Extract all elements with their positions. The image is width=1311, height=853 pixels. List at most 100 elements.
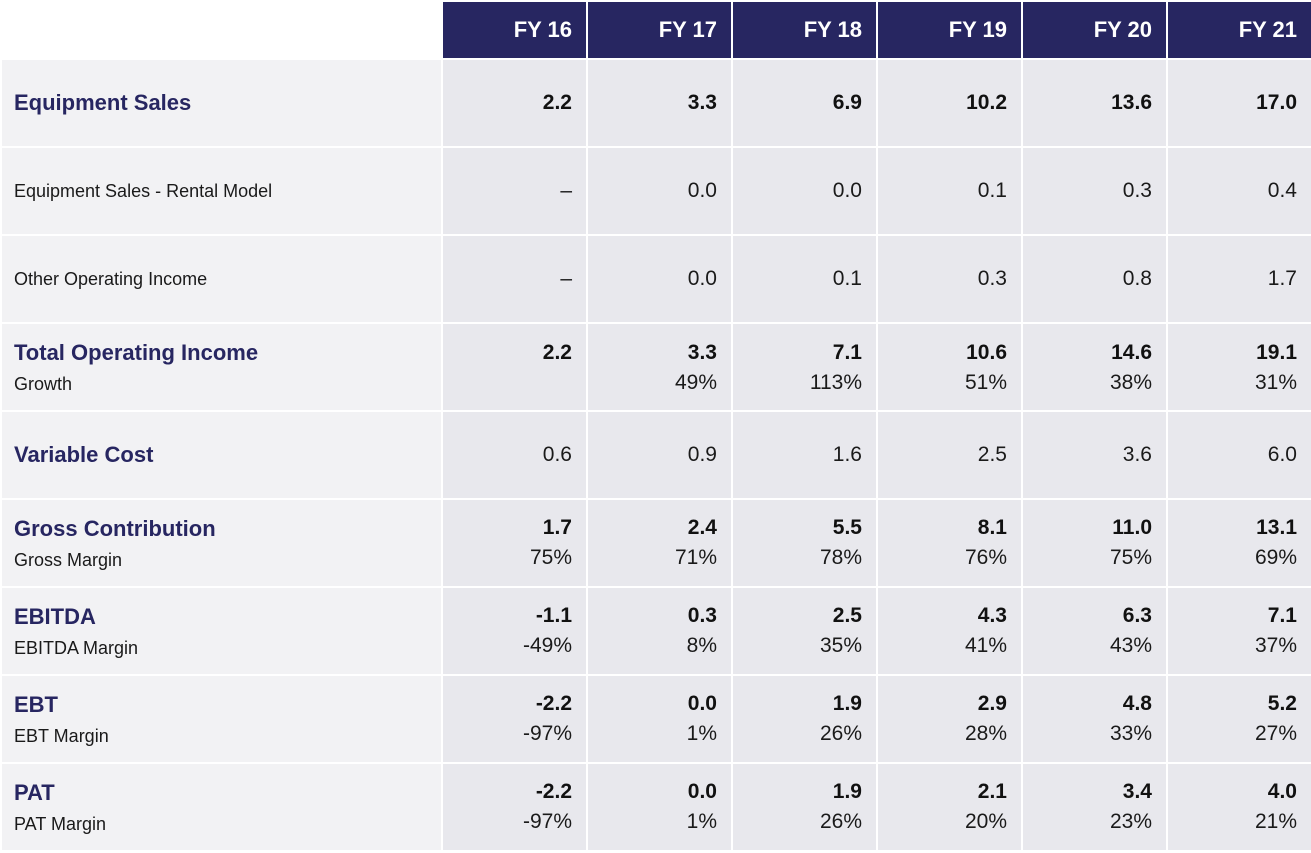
row-label: PAT [14, 779, 55, 805]
value-cell: 0.3 [1023, 148, 1166, 234]
row-label: Variable Cost [14, 442, 154, 467]
value: 1.7 [1267, 267, 1297, 290]
value-cell: 2.2 [443, 60, 586, 146]
value: 1.9 [832, 692, 862, 715]
value-cell: 3.4 23% [1023, 764, 1166, 850]
value: 0.1 [832, 267, 862, 290]
value-cell: 0.0 1% [588, 764, 731, 850]
value: 0.0 [687, 179, 717, 202]
sub-value: 76% [964, 546, 1007, 569]
value: 0.1 [977, 179, 1007, 202]
value: 8.1 [977, 516, 1007, 539]
value: 0.4 [1267, 179, 1297, 202]
value: 7.1 [1267, 604, 1297, 627]
sub-value: 8% [686, 634, 717, 657]
value: 0.0 [687, 267, 717, 290]
value-cell: -2.2 -97% [443, 764, 586, 850]
value-cell: 3.3 [588, 60, 731, 146]
value: 4.8 [1122, 692, 1152, 715]
value: 0.0 [832, 179, 862, 202]
value-cell: 0.0 [733, 148, 876, 234]
value: 13.1 [1256, 516, 1297, 539]
row-label: Gross Contribution [14, 515, 216, 541]
value-cell: 13.1 69% [1168, 500, 1311, 586]
row-label-cell: Total Operating Income Growth [2, 324, 441, 410]
value-cell: 1.6 [733, 412, 876, 498]
value: 6.9 [832, 91, 862, 114]
value-cell: 0.6 [443, 412, 586, 498]
value: 0.9 [687, 443, 717, 466]
sub-value: 41% [964, 634, 1007, 657]
row-label: EBT [14, 691, 58, 717]
row-label-cell: Equipment Sales - Rental Model [2, 148, 441, 234]
value: 0.6 [542, 443, 572, 466]
value-cell: 8.1 76% [878, 500, 1021, 586]
value: 0.3 [687, 604, 717, 627]
sub-value: 51% [964, 371, 1007, 394]
value-cell: 2.4 71% [588, 500, 731, 586]
sub-value: 71% [674, 546, 717, 569]
value-cell: 0.8 [1023, 236, 1166, 322]
sub-value: 37% [1254, 634, 1297, 657]
value: 4.0 [1267, 780, 1297, 803]
header-year-3: FY 18 [733, 2, 876, 58]
value-cell: 0.1 [733, 236, 876, 322]
sub-value: 75% [1109, 546, 1152, 569]
value-cell: 3.3 49% [588, 324, 731, 410]
value-cell: 6.9 [733, 60, 876, 146]
sub-value: 21% [1254, 810, 1297, 833]
value-cell: 5.2 27% [1168, 676, 1311, 762]
value-cell: 5.5 78% [733, 500, 876, 586]
value-cell: 6.3 43% [1023, 588, 1166, 674]
header-year-6: FY 21 [1168, 2, 1311, 58]
value-cell: 2.5 [878, 412, 1021, 498]
header-year-1: FY 16 [443, 2, 586, 58]
header-year-4: FY 19 [878, 2, 1021, 58]
value: 0.0 [687, 780, 717, 803]
value-cell: 13.6 [1023, 60, 1166, 146]
header-year-5: FY 20 [1023, 2, 1166, 58]
value-cell: -1.1 -49% [443, 588, 586, 674]
value-cell: -2.2 -97% [443, 676, 586, 762]
value-cell: 4.0 21% [1168, 764, 1311, 850]
row-sub-label: EBT Margin [14, 725, 109, 746]
value: 3.4 [1122, 780, 1152, 803]
row-label: Equipment Sales [14, 90, 192, 115]
value: – [560, 267, 572, 290]
value: – [560, 179, 572, 202]
row-label: Other Operating Income [14, 268, 208, 289]
value: 1.7 [542, 516, 572, 539]
value: 2.2 [542, 341, 572, 364]
value: 0.3 [977, 267, 1007, 290]
value: 4.3 [977, 604, 1007, 627]
value-cell: 0.0 [588, 148, 731, 234]
sub-value: 43% [1109, 634, 1152, 657]
row-label: Equipment Sales - Rental Model [14, 180, 273, 201]
row-label-cell: EBITDA EBITDA Margin [2, 588, 441, 674]
value: 2.1 [977, 780, 1007, 803]
value: 1.9 [832, 780, 862, 803]
header-blank-cell [2, 2, 441, 58]
sub-value: 1% [686, 722, 717, 745]
value-cell: 7.1 113% [733, 324, 876, 410]
value-cell: 0.9 [588, 412, 731, 498]
value: 6.0 [1267, 443, 1297, 466]
sub-value: 113% [809, 371, 862, 394]
value-cell: 2.5 35% [733, 588, 876, 674]
sub-value: 20% [964, 810, 1007, 833]
value-cell: 1.7 75% [443, 500, 586, 586]
value-cell: 2.1 20% [878, 764, 1021, 850]
row-label-cell: Equipment Sales [2, 60, 441, 146]
value: -2.2 [535, 692, 572, 715]
sub-value: 69% [1254, 546, 1297, 569]
sub-value: -97% [522, 722, 572, 745]
row-sub-label: PAT Margin [14, 813, 107, 834]
value: 3.6 [1122, 443, 1152, 466]
value: 2.5 [832, 604, 862, 627]
row-label-cell: EBT EBT Margin [2, 676, 441, 762]
sub-value: 26% [819, 810, 862, 833]
row-sub-label: EBITDA Margin [14, 637, 139, 658]
value: 19.1 [1256, 341, 1297, 364]
sub-value: 27% [1254, 722, 1297, 745]
